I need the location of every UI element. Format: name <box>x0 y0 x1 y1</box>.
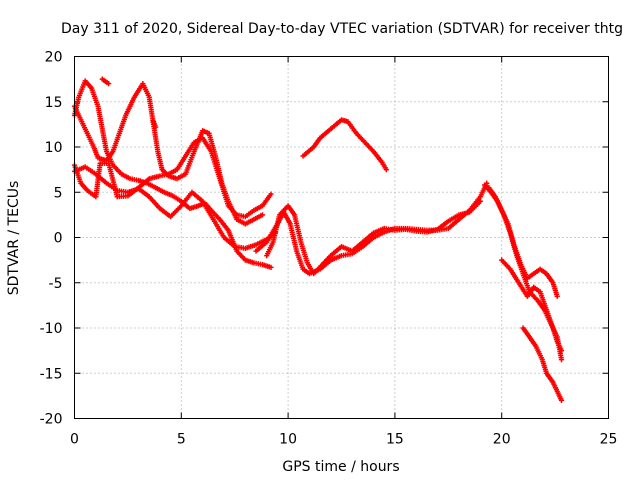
data-point <box>259 212 266 218</box>
data-point <box>268 264 274 270</box>
y-tick-label: -15 <box>40 366 63 382</box>
series-track-8 <box>264 198 483 277</box>
y-axis-label: SDTVAR / TECUs <box>6 181 22 296</box>
y-tick-label: -20 <box>40 412 63 428</box>
series-track-11 <box>486 185 560 299</box>
chart-title: Day 311 of 2020, Sidereal Day-to-day VTE… <box>61 21 623 37</box>
data-point <box>558 397 565 403</box>
series-track-5 <box>99 76 112 87</box>
data-point <box>153 124 159 130</box>
x-tick-label: 10 <box>279 432 297 448</box>
data-point <box>477 198 483 204</box>
data-point <box>554 293 560 299</box>
grid-lines <box>74 56 609 419</box>
y-tick-label: 10 <box>45 140 63 156</box>
series-track-7 <box>253 180 490 277</box>
x-tick-label: 20 <box>493 432 511 448</box>
series-track-12 <box>499 257 565 354</box>
series-track-13 <box>520 325 565 403</box>
x-axis-label: GPS time / hours <box>282 459 399 475</box>
series-track-1 <box>71 78 274 270</box>
x-tick-label: 15 <box>386 432 404 448</box>
y-tick-label: 0 <box>54 231 63 247</box>
x-tick-label: 0 <box>70 432 79 448</box>
series-track-9 <box>300 117 389 173</box>
data-point <box>558 357 565 363</box>
data-points <box>71 76 565 403</box>
series-track-2 <box>71 81 266 227</box>
y-tick-label: 15 <box>45 95 63 111</box>
data-point <box>383 167 389 173</box>
y-tick-label: 5 <box>54 185 63 201</box>
y-tick-label: -10 <box>40 321 63 337</box>
plot-frame <box>74 56 609 419</box>
y-tick-label: -5 <box>49 276 63 292</box>
series-track-6 <box>150 119 159 130</box>
tick-labels: 0 5 10 15 20 25 -20 -15 -10 -5 0 5 10 15 20 <box>40 50 618 448</box>
y-tick-label: 20 <box>45 50 63 66</box>
data-point <box>106 81 112 87</box>
data-point <box>268 191 274 197</box>
x-tick-label: 5 <box>177 432 186 448</box>
data-point <box>558 348 565 354</box>
x-tick-label: 25 <box>600 432 618 448</box>
